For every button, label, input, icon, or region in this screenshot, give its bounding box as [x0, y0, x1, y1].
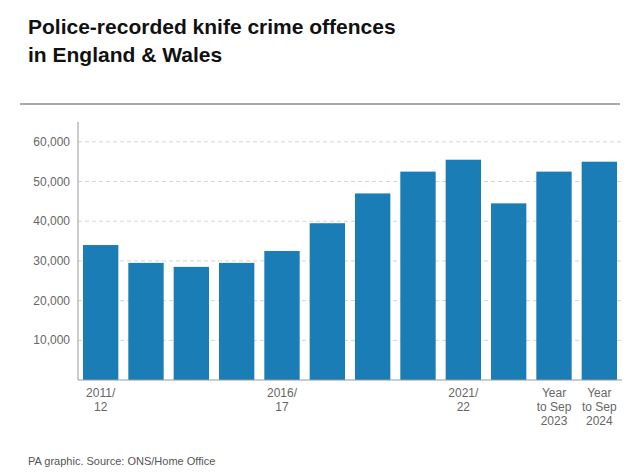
bar — [582, 162, 617, 380]
bar — [491, 203, 526, 380]
bar — [536, 172, 571, 380]
bar — [446, 160, 481, 380]
y-tick-label: 10,000 — [33, 333, 70, 347]
bar — [128, 263, 163, 380]
bar — [355, 193, 390, 380]
y-axis-line — [78, 122, 79, 380]
x-tick-label: 2011/12 — [86, 386, 116, 414]
background — [0, 0, 640, 475]
bar — [400, 172, 435, 380]
separator — [20, 104, 620, 105]
y-tick-label: 20,000 — [33, 294, 70, 308]
y-tick-label: 50,000 — [33, 175, 70, 189]
x-tick-label: 2016/17 — [267, 386, 298, 414]
y-tick-label: 60,000 — [33, 135, 70, 149]
source: PA graphic. Source: ONS/Home Office — [28, 455, 215, 467]
bars — [83, 160, 617, 380]
y-tick-label: 40,000 — [33, 214, 70, 228]
x-tick-label: Yearto Sep2024 — [582, 386, 617, 428]
x-axis-line — [78, 380, 622, 381]
x-tick-label: 2021/22 — [448, 386, 479, 414]
bar — [174, 267, 209, 380]
x-tick-label: Yearto Sep2023 — [537, 386, 572, 428]
bar — [219, 263, 254, 380]
y-tick-label: 30,000 — [33, 254, 70, 268]
grid-line — [78, 141, 622, 142]
chart-container: Police-recorded knife crime offencesin E… — [0, 0, 640, 475]
bar — [83, 245, 118, 380]
chart-svg: Police-recorded knife crime offencesin E… — [0, 0, 640, 475]
bar — [264, 251, 299, 380]
bar — [310, 223, 345, 380]
title: Police-recorded knife crime offencesin E… — [28, 15, 396, 66]
